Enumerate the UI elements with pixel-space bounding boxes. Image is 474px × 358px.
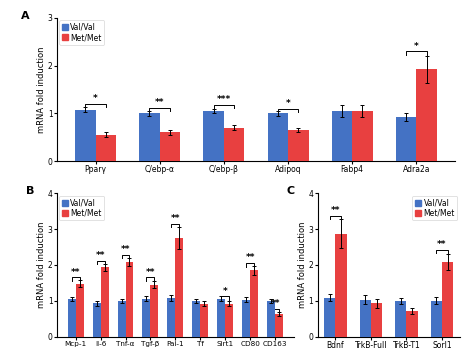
Bar bbox=[242, 300, 250, 337]
Bar bbox=[143, 299, 150, 337]
Bar bbox=[217, 299, 225, 337]
Bar bbox=[336, 234, 347, 337]
Text: C: C bbox=[286, 186, 294, 196]
Bar bbox=[92, 303, 100, 337]
Text: **: ** bbox=[437, 240, 447, 249]
Bar bbox=[275, 314, 283, 337]
Bar bbox=[201, 304, 208, 337]
Bar bbox=[267, 301, 275, 337]
Legend: Val/Val, Met/Met: Val/Val, Met/Met bbox=[59, 195, 104, 220]
Bar bbox=[175, 238, 183, 337]
Bar bbox=[371, 303, 383, 337]
Bar bbox=[332, 111, 352, 161]
Bar bbox=[352, 111, 373, 161]
Text: **: ** bbox=[331, 206, 340, 215]
Bar bbox=[167, 298, 175, 337]
Bar bbox=[160, 132, 180, 161]
Text: *: * bbox=[93, 94, 98, 103]
Bar bbox=[324, 298, 336, 337]
Bar bbox=[225, 304, 233, 337]
Bar bbox=[288, 130, 309, 161]
Bar bbox=[96, 135, 116, 161]
Bar bbox=[250, 270, 258, 337]
Text: **: ** bbox=[171, 214, 180, 223]
Bar bbox=[192, 301, 201, 337]
Bar bbox=[150, 285, 158, 337]
Y-axis label: mRNA fold induction: mRNA fold induction bbox=[37, 222, 46, 308]
Bar bbox=[203, 111, 224, 161]
Bar bbox=[224, 128, 245, 161]
Bar bbox=[118, 301, 126, 337]
Bar bbox=[395, 301, 406, 337]
Text: **: ** bbox=[121, 245, 130, 254]
Bar bbox=[139, 113, 160, 161]
Text: *: * bbox=[223, 287, 228, 296]
Legend: Val/Val, Met/Met: Val/Val, Met/Met bbox=[412, 195, 457, 220]
Text: **: ** bbox=[155, 98, 164, 107]
Bar bbox=[68, 299, 76, 337]
Text: **: ** bbox=[71, 268, 81, 277]
Text: *: * bbox=[414, 42, 419, 50]
Bar bbox=[76, 284, 83, 337]
Text: A: A bbox=[21, 11, 30, 21]
Bar bbox=[75, 110, 96, 161]
Text: **: ** bbox=[246, 253, 255, 262]
Text: **: ** bbox=[96, 251, 105, 260]
Bar bbox=[360, 300, 371, 337]
Text: B: B bbox=[26, 186, 35, 196]
Bar bbox=[442, 262, 453, 337]
Text: **: ** bbox=[270, 299, 280, 308]
Text: ***: *** bbox=[217, 95, 231, 104]
Legend: Val/Val, Met/Met: Val/Val, Met/Met bbox=[59, 20, 104, 45]
Bar bbox=[416, 69, 437, 161]
Text: *: * bbox=[286, 99, 291, 108]
Bar bbox=[267, 113, 288, 161]
Bar bbox=[406, 311, 418, 337]
Bar bbox=[126, 262, 134, 337]
Y-axis label: mRNA fold induction: mRNA fold induction bbox=[298, 222, 307, 308]
Text: **: ** bbox=[146, 268, 155, 277]
Bar bbox=[100, 267, 109, 337]
Bar bbox=[396, 117, 416, 161]
Bar bbox=[430, 301, 442, 337]
Y-axis label: mRNA fold induction: mRNA fold induction bbox=[37, 46, 46, 133]
